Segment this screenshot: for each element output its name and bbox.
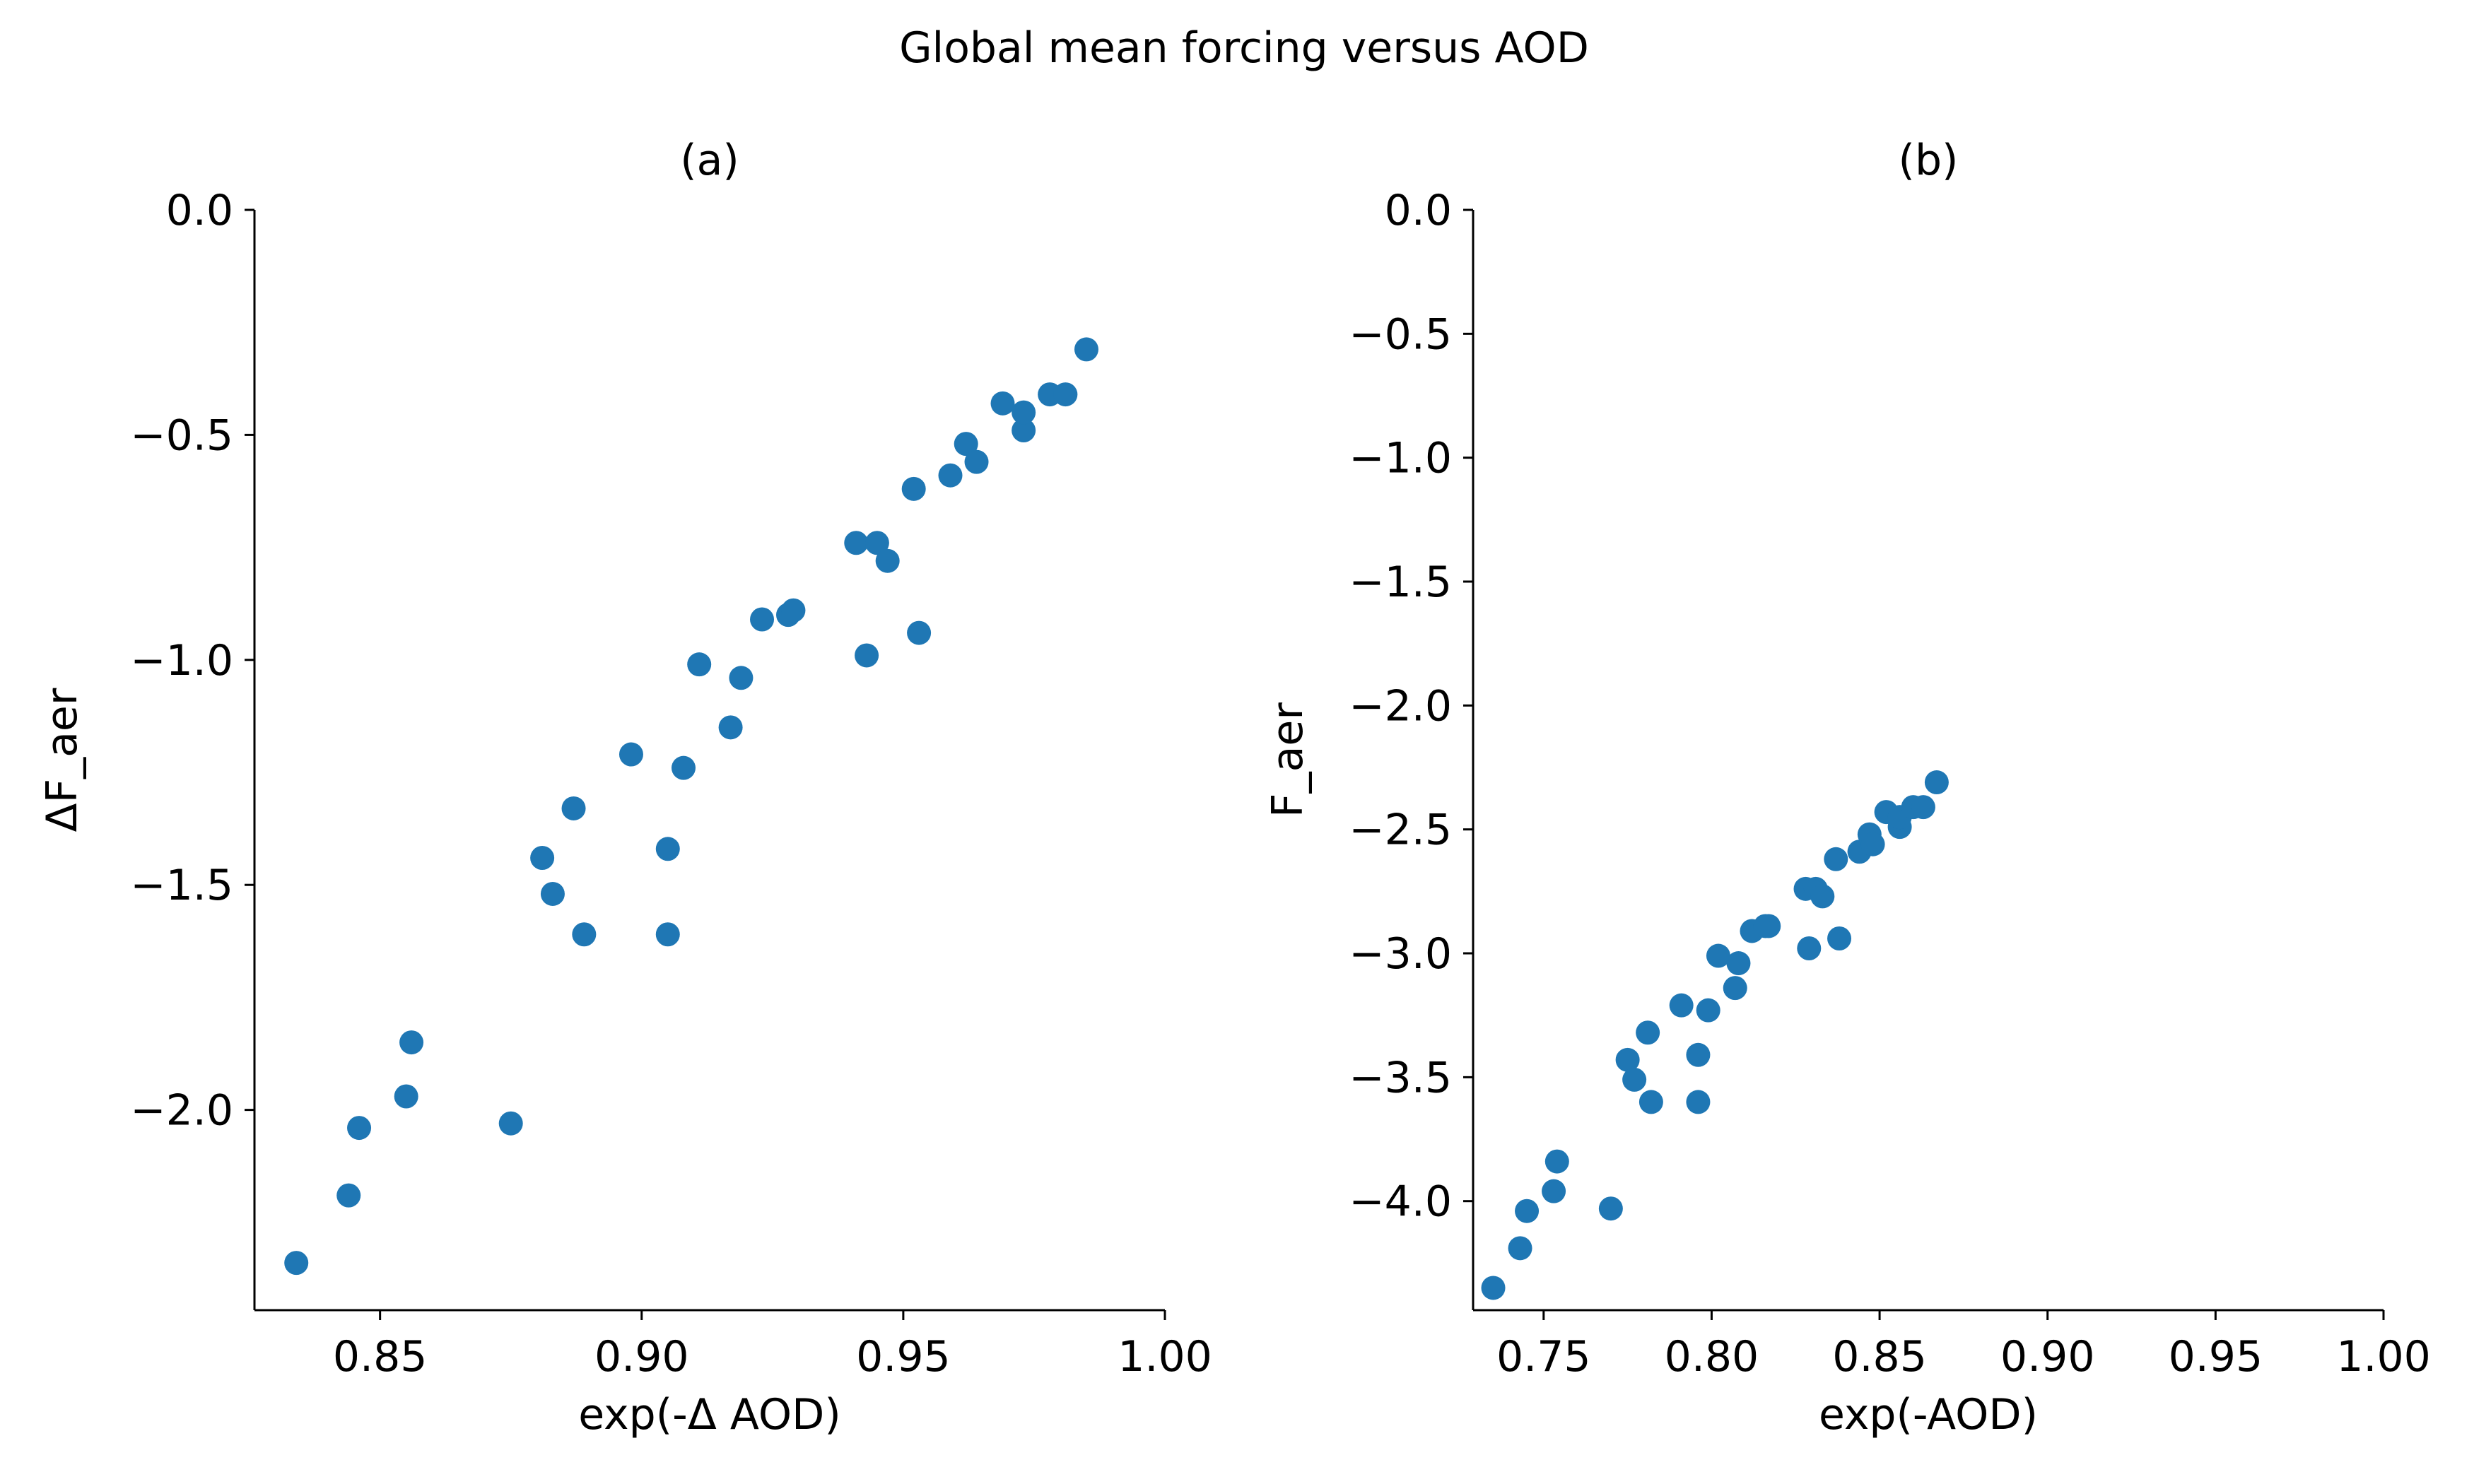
y-tick-label-b: −0.5 [1349, 310, 1452, 359]
x-tick-label-a: 0.90 [594, 1332, 689, 1382]
data-point [671, 755, 696, 780]
data-point [1810, 884, 1835, 909]
data-point [1508, 1236, 1532, 1261]
data-point [1542, 1179, 1566, 1203]
x-tick-label-a: 0.85 [333, 1332, 428, 1382]
data-point [964, 449, 989, 474]
data-point [1726, 951, 1751, 976]
y-tick-label-b: −1.0 [1349, 434, 1452, 483]
y-tick-label-b: −2.0 [1349, 681, 1452, 731]
data-point [855, 643, 879, 668]
y-tick-label-b: −4.0 [1349, 1177, 1452, 1227]
y-tick-label-a: −1.0 [130, 636, 233, 685]
data-point [864, 531, 889, 555]
data-point [1053, 382, 1078, 407]
data-point [1074, 337, 1098, 362]
panel-title-a: (a) [680, 136, 739, 185]
y-tick-label-a: −2.0 [130, 1086, 233, 1136]
panel-title-b: (b) [1899, 136, 1959, 185]
data-point [336, 1183, 361, 1208]
data-point [781, 598, 806, 623]
panel-b: (b) 0.75 0.80 0.85 0.90 0.95 1.00 0.0 −0.5 −1.0 −1… [1263, 136, 2431, 1439]
x-tick-label-b: 0.85 [1832, 1332, 1927, 1382]
data-point [1696, 998, 1720, 1023]
data-point [530, 846, 555, 871]
data-point [1012, 400, 1036, 425]
y-tick-label-b: −1.5 [1349, 558, 1452, 607]
data-point [938, 463, 963, 488]
y-tick-label-b: −3.5 [1349, 1053, 1452, 1102]
data-point [618, 742, 643, 767]
data-point [572, 922, 597, 947]
data-point [954, 432, 978, 457]
data-point [1669, 993, 1694, 1018]
x-tick-label-b: 1.00 [2336, 1332, 2431, 1382]
y-tick-label-b: 0.0 [1385, 186, 1452, 235]
data-point [1012, 418, 1036, 443]
x-tick-label-b: 0.95 [2169, 1332, 2263, 1382]
data-point [1824, 847, 1848, 871]
data-point [875, 548, 900, 573]
data-point [540, 881, 565, 906]
data-point [655, 837, 680, 861]
data-point [901, 476, 926, 501]
data-point [1924, 770, 1949, 795]
panel-a: (a) 0.85 0.90 0.95 1.00 0.0 −0.5 −1.0 −1.5 −2.0 ex… [37, 136, 1212, 1439]
data-point [1686, 1042, 1711, 1067]
data-point [347, 1116, 372, 1141]
data-point [394, 1084, 418, 1109]
data-point [1757, 914, 1781, 938]
x-axis-label-b: exp(-AOD) [1819, 1390, 2038, 1439]
y-tick-label-a: 0.0 [166, 186, 233, 235]
data-point [1636, 1020, 1660, 1045]
x-tick-label-b: 0.75 [1496, 1332, 1591, 1382]
y-tick-label-b: −2.5 [1349, 806, 1452, 855]
data-point [990, 391, 1015, 416]
data-point [561, 796, 586, 820]
y-tick-label-a: −1.5 [130, 861, 233, 910]
data-point [1686, 1090, 1711, 1114]
x-tick-label-a: 1.00 [1118, 1332, 1212, 1382]
data-point [1827, 926, 1852, 950]
data-point [1706, 943, 1730, 968]
data-point [750, 607, 775, 632]
data-point [655, 922, 680, 947]
data-point [1723, 976, 1747, 1001]
data-point [907, 620, 932, 645]
data-point [1544, 1149, 1569, 1174]
data-point [1615, 1047, 1640, 1072]
y-tick-label-b: −3.0 [1349, 929, 1452, 979]
y-tick-label-a: −0.5 [130, 411, 233, 460]
data-point [1622, 1067, 1647, 1092]
data-point [844, 531, 869, 555]
figure-title: Global mean forcing versus AOD [899, 23, 1589, 73]
data-point [399, 1030, 424, 1055]
data-point [1598, 1196, 1623, 1221]
data-point [1911, 795, 1935, 820]
data-point [718, 715, 743, 740]
data-point [1481, 1276, 1506, 1300]
x-tick-label-b: 0.90 [2000, 1332, 2095, 1382]
y-axis-label-a: ΔF_aer [37, 688, 87, 832]
data-point [729, 666, 754, 690]
y-axis-label-b: F_aer [1263, 702, 1313, 818]
data-point [687, 652, 712, 677]
x-axis-label-a: exp(-Δ AOD) [578, 1390, 840, 1439]
data-point [284, 1251, 309, 1276]
data-point [1860, 832, 1885, 856]
x-tick-label-a: 0.95 [856, 1332, 951, 1382]
data-point [1515, 1199, 1540, 1223]
data-point [498, 1111, 523, 1136]
data-point [1797, 936, 1822, 961]
data-point [1638, 1090, 1663, 1114]
x-tick-label-b: 0.80 [1665, 1332, 1759, 1382]
